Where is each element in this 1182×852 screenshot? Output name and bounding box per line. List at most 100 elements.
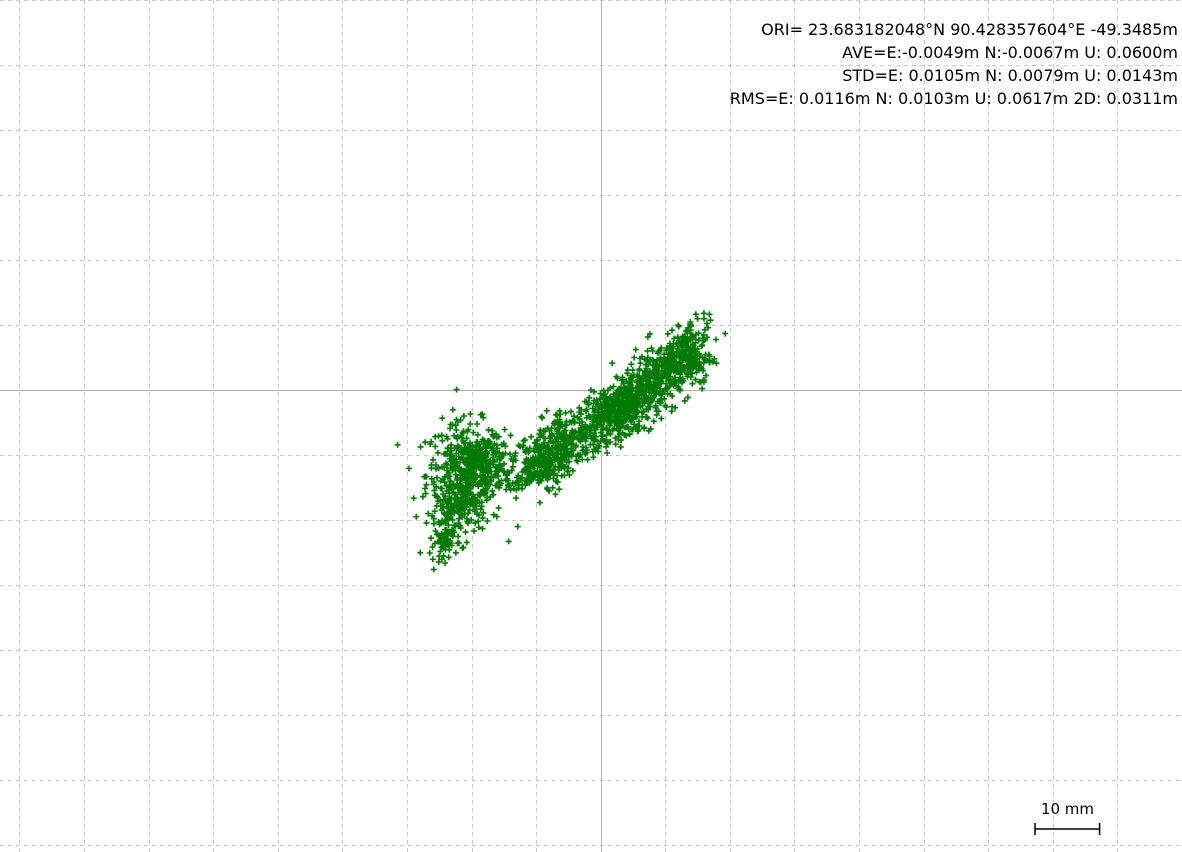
data-point bbox=[635, 395, 642, 402]
data-point bbox=[480, 509, 487, 516]
data-point bbox=[472, 519, 479, 526]
data-point bbox=[458, 482, 465, 489]
data-point bbox=[695, 337, 702, 344]
data-point bbox=[692, 311, 699, 318]
data-point bbox=[434, 531, 440, 538]
data-point bbox=[443, 433, 450, 440]
data-point bbox=[625, 391, 632, 398]
data-point bbox=[467, 421, 474, 427]
data-point bbox=[463, 539, 470, 546]
data-point bbox=[464, 454, 471, 461]
data-point bbox=[690, 355, 697, 362]
data-point bbox=[624, 409, 631, 416]
data-point bbox=[606, 422, 613, 429]
data-point bbox=[623, 415, 630, 422]
data-point bbox=[603, 400, 610, 407]
data-point bbox=[452, 461, 459, 468]
data-point bbox=[455, 453, 462, 460]
data-point bbox=[685, 346, 692, 353]
data-point bbox=[490, 511, 497, 518]
data-point bbox=[533, 455, 540, 462]
data-point bbox=[587, 441, 594, 448]
data-point bbox=[557, 411, 564, 418]
data-point bbox=[701, 315, 707, 322]
data-point bbox=[582, 438, 589, 444]
data-point bbox=[457, 468, 463, 475]
data-point bbox=[511, 452, 518, 459]
data-point bbox=[498, 441, 505, 448]
data-point bbox=[549, 484, 556, 491]
data-point bbox=[521, 437, 528, 444]
data-point bbox=[507, 432, 514, 439]
data-point bbox=[435, 433, 442, 440]
data-point bbox=[478, 452, 485, 459]
data-point bbox=[653, 411, 660, 418]
data-point bbox=[481, 440, 488, 447]
data-point bbox=[582, 450, 589, 457]
data-point bbox=[455, 509, 462, 516]
data-point bbox=[422, 490, 429, 497]
data-point bbox=[474, 431, 481, 438]
data-point bbox=[442, 450, 449, 457]
data-point bbox=[484, 518, 491, 524]
data-point bbox=[654, 368, 661, 375]
data-point bbox=[446, 455, 453, 462]
data-point bbox=[649, 348, 656, 354]
data-point bbox=[612, 441, 619, 448]
data-point bbox=[699, 385, 706, 392]
data-point bbox=[513, 486, 520, 493]
data-point bbox=[670, 340, 677, 347]
data-point bbox=[650, 394, 657, 401]
data-point bbox=[635, 427, 642, 434]
data-point bbox=[641, 370, 648, 377]
data-point bbox=[637, 400, 644, 407]
data-point bbox=[618, 437, 625, 443]
data-point bbox=[453, 445, 460, 452]
data-point bbox=[460, 544, 467, 551]
data-point bbox=[618, 423, 625, 430]
data-point bbox=[597, 390, 604, 397]
data-point bbox=[431, 508, 438, 515]
data-point bbox=[585, 399, 592, 406]
data-point bbox=[628, 361, 635, 368]
data-point bbox=[644, 347, 651, 354]
data-point bbox=[462, 476, 469, 483]
data-point bbox=[583, 444, 589, 451]
data-point bbox=[561, 447, 568, 454]
data-point bbox=[540, 439, 547, 446]
data-point bbox=[669, 327, 675, 334]
data-point bbox=[707, 317, 714, 324]
data-point bbox=[671, 377, 678, 383]
data-point bbox=[598, 421, 605, 428]
data-point bbox=[656, 390, 663, 397]
data-point bbox=[463, 435, 470, 442]
data-point bbox=[439, 437, 446, 444]
data-point bbox=[576, 416, 583, 423]
data-point bbox=[462, 529, 469, 536]
data-point bbox=[661, 351, 668, 358]
data-point bbox=[647, 374, 654, 381]
data-point bbox=[626, 431, 633, 437]
data-point bbox=[522, 460, 529, 467]
data-point bbox=[555, 457, 562, 464]
data-point bbox=[527, 461, 534, 468]
data-point bbox=[423, 481, 430, 488]
data-point bbox=[472, 457, 479, 464]
data-point bbox=[504, 469, 511, 476]
data-point bbox=[544, 473, 551, 480]
data-point bbox=[479, 467, 486, 474]
data-point bbox=[430, 456, 436, 463]
data-point bbox=[442, 560, 449, 566]
data-point bbox=[706, 359, 713, 366]
data-point bbox=[678, 349, 685, 356]
data-point bbox=[447, 478, 454, 485]
data-point bbox=[556, 486, 563, 493]
data-point bbox=[658, 372, 665, 379]
data-point bbox=[657, 378, 664, 385]
data-point bbox=[449, 452, 456, 459]
data-point bbox=[684, 394, 691, 401]
data-point bbox=[475, 524, 482, 531]
data-point bbox=[642, 382, 649, 389]
data-point bbox=[519, 474, 526, 481]
